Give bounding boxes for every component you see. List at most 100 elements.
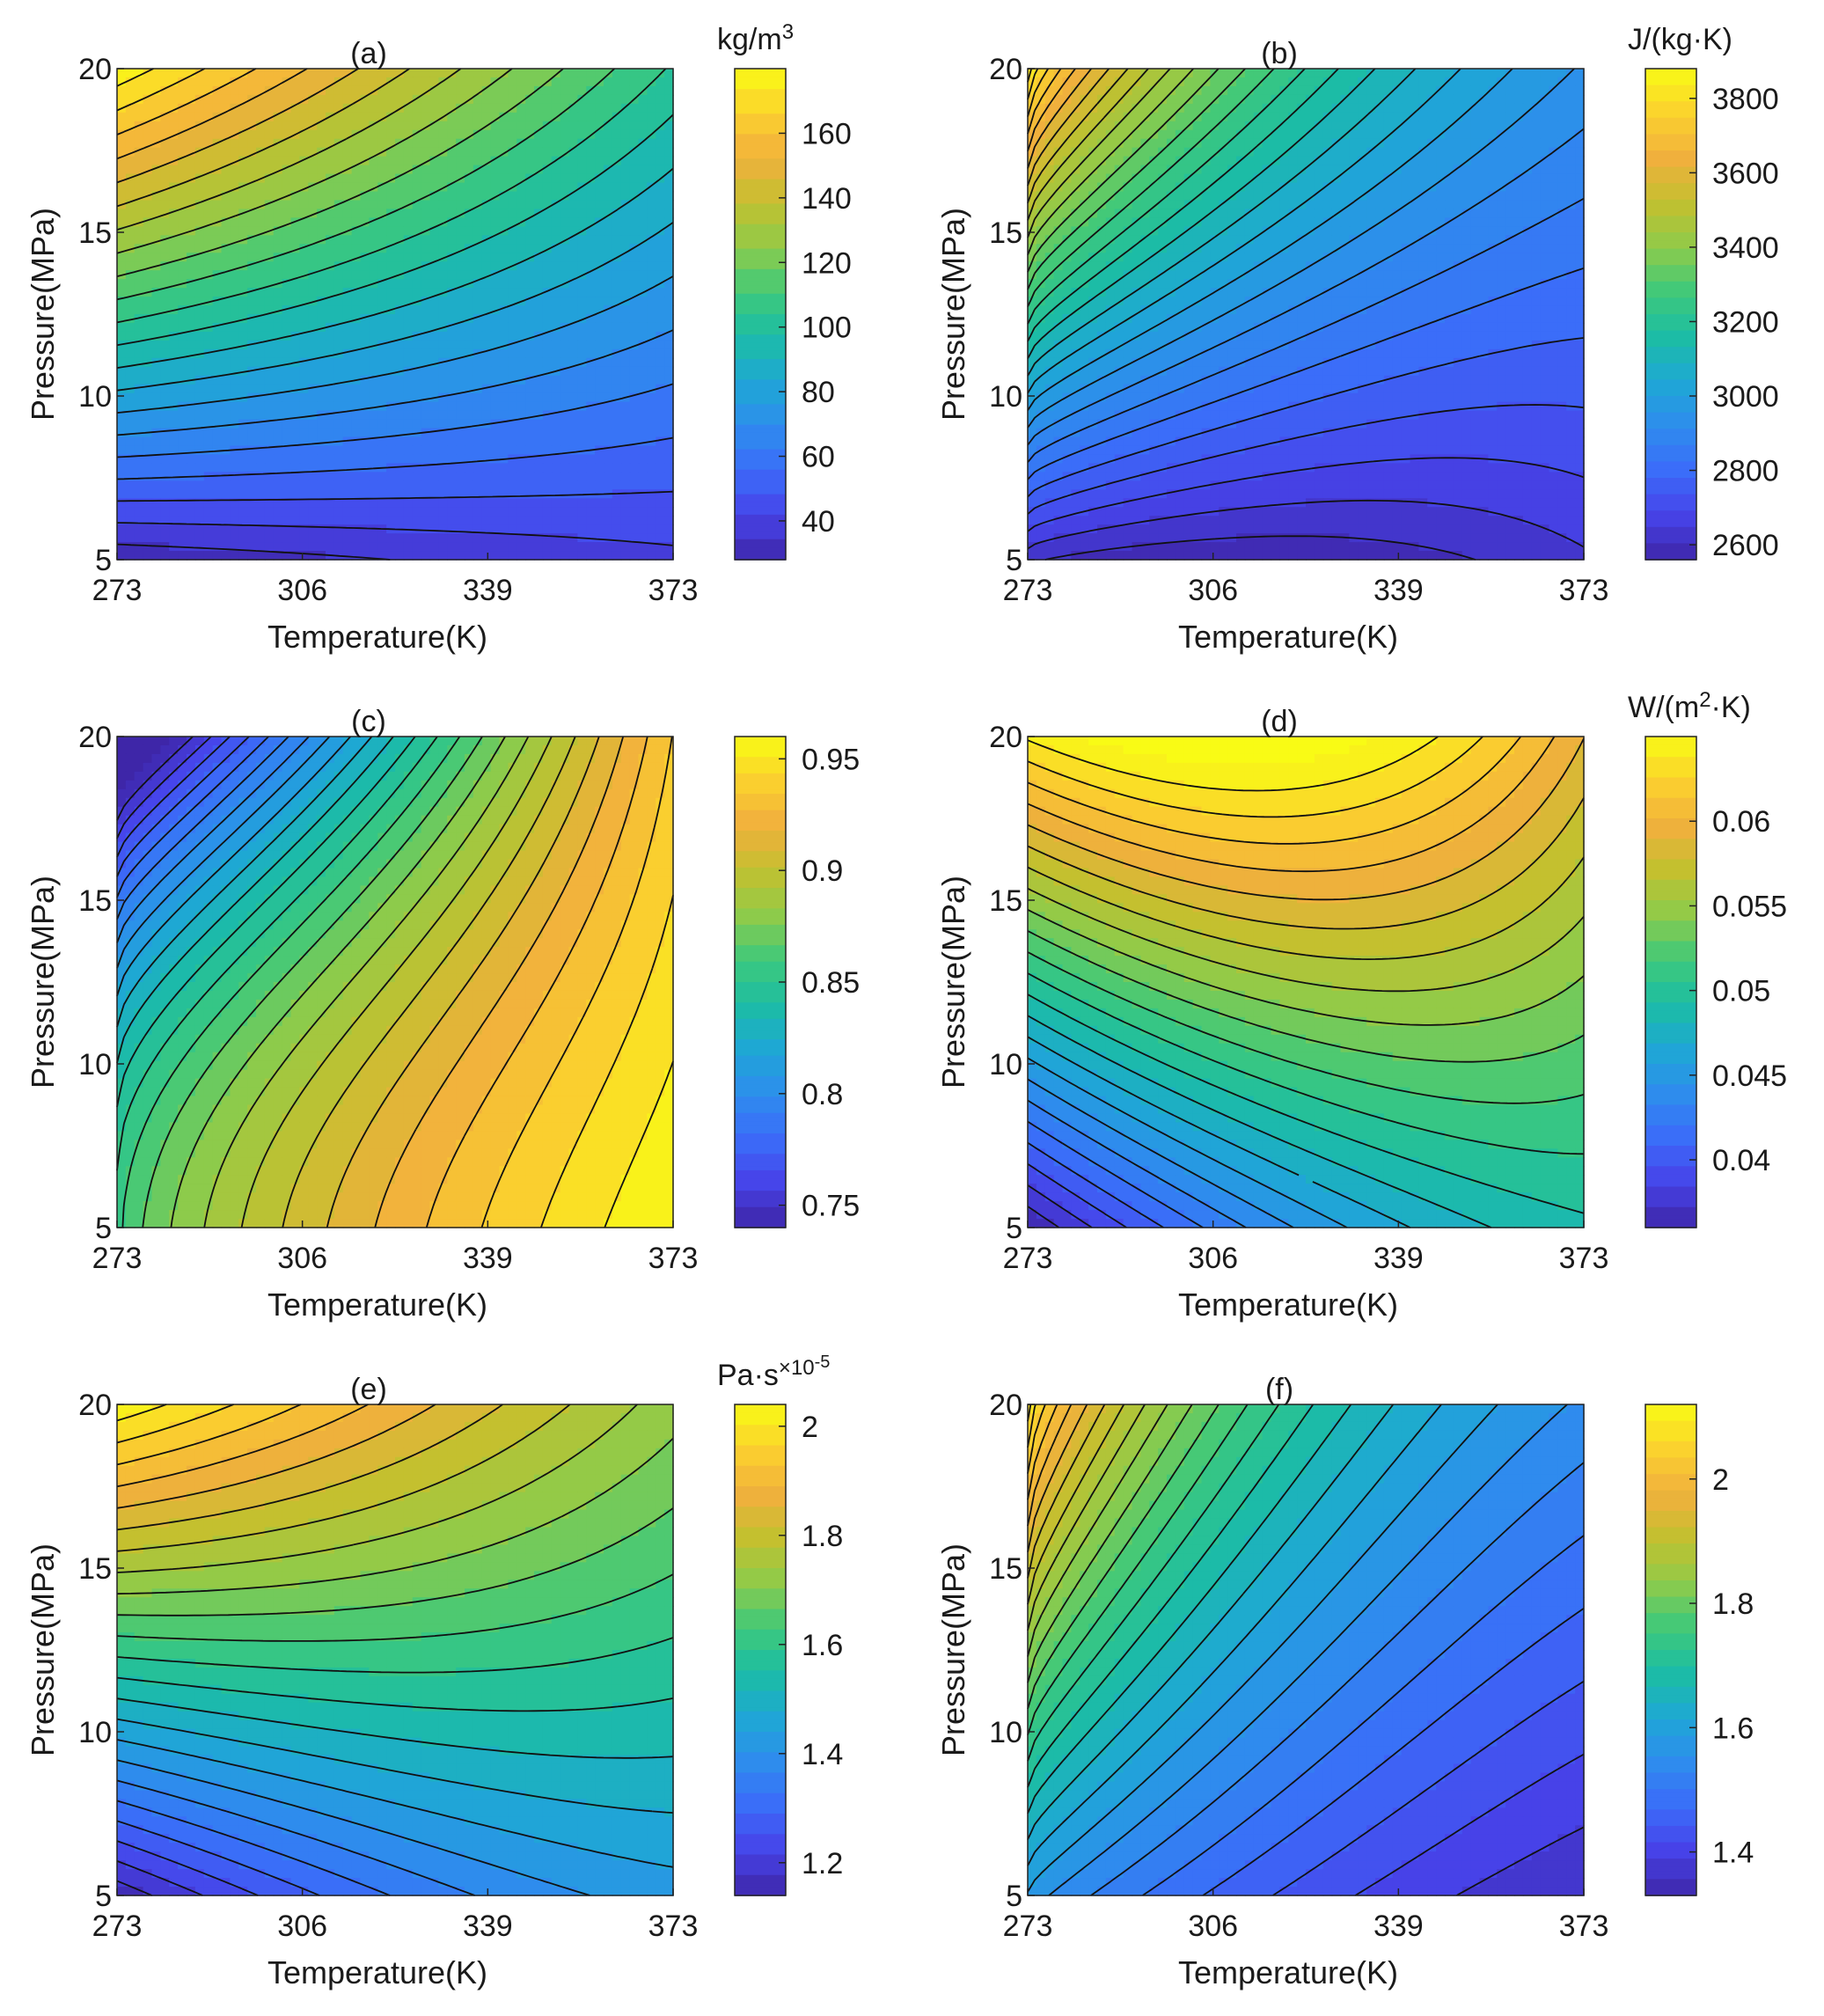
heatmap-cell xyxy=(456,244,465,253)
heatmap-cell xyxy=(1175,165,1185,175)
heatmap-cell xyxy=(481,489,492,499)
heatmap-cell xyxy=(151,533,162,543)
heatmap-cell xyxy=(1436,226,1446,237)
heatmap-cell xyxy=(508,156,517,166)
heatmap-cell xyxy=(429,235,440,245)
heatmap-cell xyxy=(1288,138,1298,149)
heatmap-cell xyxy=(221,156,231,166)
heatmap-cell xyxy=(230,366,239,377)
heatmap-cell xyxy=(333,226,344,237)
heatmap-cell xyxy=(612,533,622,543)
heatmap-cell xyxy=(203,507,214,517)
heatmap-cell xyxy=(465,392,474,403)
heatmap-cell xyxy=(290,261,301,271)
heatmap-cell xyxy=(620,516,631,525)
heatmap-cell xyxy=(620,340,631,350)
heatmap-cell xyxy=(117,551,127,561)
heatmap-cell xyxy=(1549,165,1559,175)
heatmap-cell xyxy=(238,331,248,341)
heatmap-cell xyxy=(472,217,483,228)
heatmap-cell xyxy=(377,129,387,140)
heatmap-cell xyxy=(333,147,344,158)
heatmap-cell xyxy=(151,121,162,131)
colorbar-swatch xyxy=(735,260,786,266)
heatmap-cell xyxy=(238,138,248,149)
heatmap-cell xyxy=(143,279,153,289)
heatmap-cell xyxy=(1575,138,1585,149)
heatmap-cell xyxy=(1540,85,1550,96)
heatmap-cell xyxy=(1549,69,1559,78)
heatmap-cell xyxy=(1219,182,1228,193)
heatmap-cell xyxy=(221,366,231,377)
heatmap-cell xyxy=(447,445,457,456)
heatmap-cell xyxy=(1219,94,1228,105)
heatmap-cell xyxy=(456,77,465,87)
heatmap-cell xyxy=(1175,217,1185,228)
heatmap-cell xyxy=(1244,200,1255,210)
heatmap-cell xyxy=(438,191,448,202)
heatmap-cell xyxy=(264,551,275,561)
heatmap-cell xyxy=(1461,173,1472,184)
heatmap-cell xyxy=(1114,112,1124,122)
heatmap-cell xyxy=(221,489,231,499)
heatmap-cell xyxy=(134,419,144,429)
heatmap-cell xyxy=(203,85,214,96)
heatmap-cell xyxy=(308,551,318,561)
heatmap-cell xyxy=(465,217,474,228)
heatmap-cell xyxy=(551,235,561,245)
heatmap-cell xyxy=(456,401,465,412)
heatmap-cell xyxy=(326,384,335,394)
heatmap-cell xyxy=(1461,77,1472,87)
colorbar-swatch xyxy=(735,404,786,409)
heatmap-cell xyxy=(595,314,604,324)
heatmap-cell xyxy=(1175,69,1185,78)
heatmap-cell xyxy=(264,507,275,517)
heatmap-cell xyxy=(264,314,275,324)
heatmap-cell xyxy=(1488,69,1498,78)
heatmap-cell xyxy=(238,472,248,482)
heatmap-cell xyxy=(456,392,465,403)
heatmap-cell xyxy=(1097,77,1107,87)
heatmap-cell xyxy=(247,533,257,543)
heatmap-cell xyxy=(351,182,362,193)
heatmap-cell xyxy=(238,103,248,114)
heatmap-cell xyxy=(620,209,631,219)
heatmap-cell xyxy=(508,340,517,350)
heatmap-cell xyxy=(317,524,326,534)
heatmap-cell xyxy=(1028,173,1037,184)
heatmap-cell xyxy=(1097,226,1107,237)
heatmap-cell xyxy=(151,182,162,193)
heatmap-cell xyxy=(395,129,405,140)
heatmap-cell xyxy=(647,340,656,350)
heatmap-cell xyxy=(360,226,370,237)
heatmap-cell xyxy=(326,357,335,368)
heatmap-cell xyxy=(421,279,431,289)
heatmap-cell xyxy=(1158,235,1168,245)
heatmap-cell xyxy=(1262,173,1272,184)
heatmap-cell xyxy=(178,392,187,403)
heatmap-cell xyxy=(421,112,431,122)
heatmap-cell xyxy=(1149,147,1159,158)
heatmap-cell xyxy=(1383,77,1394,87)
heatmap-cell xyxy=(178,138,187,149)
heatmap-cell xyxy=(1149,165,1159,175)
heatmap-cell xyxy=(1410,85,1420,96)
heatmap-cell xyxy=(125,392,136,403)
heatmap-cell xyxy=(551,147,561,158)
heatmap-cell xyxy=(317,112,326,122)
heatmap-cell xyxy=(125,551,136,561)
heatmap-cell xyxy=(1549,77,1559,87)
heatmap-cell xyxy=(1097,147,1107,158)
heatmap-cell xyxy=(638,69,648,78)
heatmap-cell xyxy=(221,182,231,193)
heatmap-cell xyxy=(403,147,414,158)
heatmap-cell xyxy=(160,156,170,166)
heatmap-cell xyxy=(326,322,335,333)
heatmap-cell xyxy=(151,445,162,456)
heatmap-cell xyxy=(472,94,483,105)
heatmap-cell xyxy=(134,401,144,412)
contour-line xyxy=(116,68,564,277)
heatmap-cell xyxy=(604,357,613,368)
heatmap-cell xyxy=(1271,217,1281,228)
heatmap-cell xyxy=(1375,147,1385,158)
